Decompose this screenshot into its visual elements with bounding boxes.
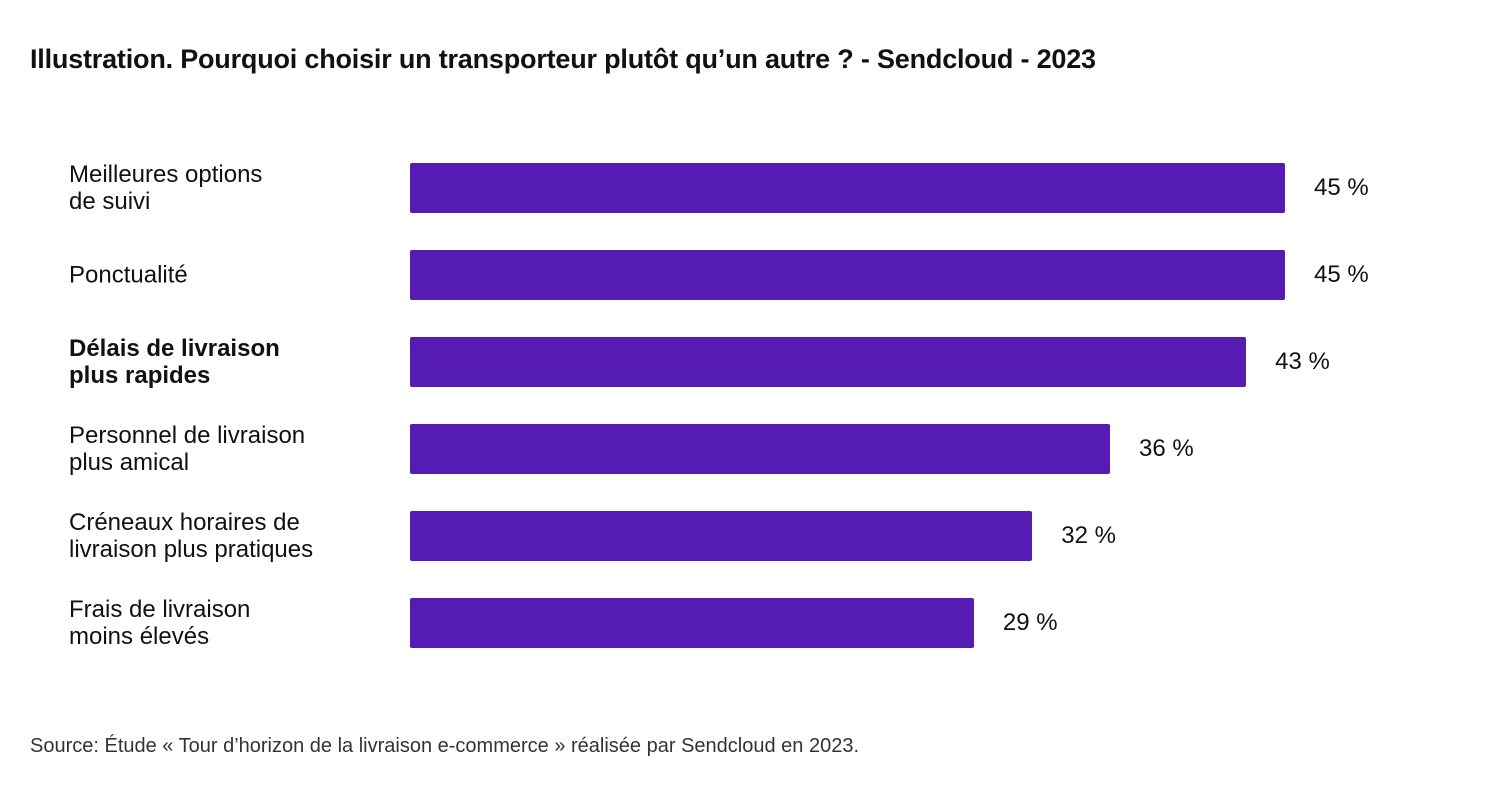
category-label: Délais de livraison plus rapides: [69, 335, 280, 389]
bar-row: Délais de livraison plus rapides 43 %: [0, 335, 1505, 389]
bar: [410, 337, 1247, 387]
category-label: Meilleures options de suivi: [69, 161, 263, 215]
bar-row: Meilleures options de suivi 45 %: [0, 161, 1505, 215]
value-label: 36 %: [1139, 435, 1194, 462]
value-label: 43 %: [1275, 348, 1330, 375]
bar: [410, 511, 1033, 561]
bar: [410, 250, 1285, 300]
category-label: Frais de livraison moins élevés: [69, 596, 251, 650]
bar-row: Personnel de livraison plus amical 36 %: [0, 422, 1505, 476]
value-label: 32 %: [1061, 522, 1116, 549]
bar-row: Ponctualité 45 %: [0, 250, 1505, 300]
category-label: Ponctualité: [69, 261, 188, 289]
source-note: Source: Étude « Tour d’horizon de la liv…: [30, 735, 860, 757]
bar-row: Frais de livraison moins élevés 29 %: [0, 596, 1505, 650]
category-label: Personnel de livraison plus amical: [69, 422, 306, 476]
value-label: 45 %: [1314, 174, 1369, 201]
bar: [410, 598, 974, 648]
bar: [410, 163, 1285, 213]
bar: [410, 424, 1110, 474]
category-label: Créneaux horaires de livraison plus prat…: [69, 509, 314, 563]
chart-title: Illustration. Pourquoi choisir un transp…: [30, 44, 1096, 74]
bar-row: Créneaux horaires de livraison plus prat…: [0, 509, 1505, 563]
value-label: 45 %: [1314, 261, 1369, 288]
value-label: 29 %: [1002, 609, 1058, 636]
